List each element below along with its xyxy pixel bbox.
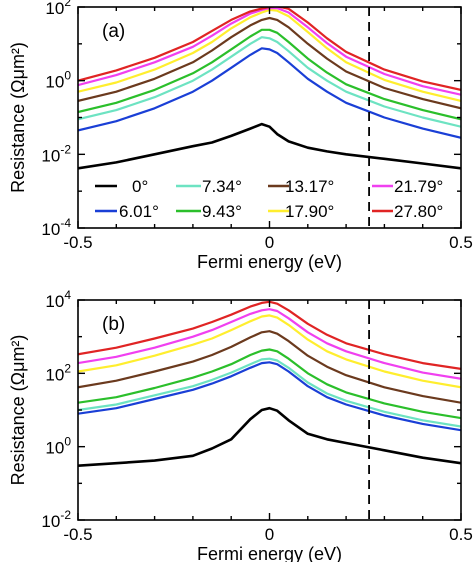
legend-label-6: 21.79° (394, 177, 443, 196)
panel-b-ytick-label-3: 104 (45, 288, 71, 311)
panel-b-panel-label: (b) (102, 314, 125, 335)
panel-a-series-line-3 (78, 28, 461, 121)
panel-a-series-line-1 (78, 47, 461, 139)
legend-label-5: 17.90° (285, 202, 334, 221)
legend: 0° 6.01° 7.34° 9.43° 13.17° 17.90° 21.79° 27.80… (95, 177, 443, 221)
panel-b-xtick-label-2: 0.5 (449, 525, 473, 544)
panel-b-ytick-label-1: 100 (45, 435, 71, 458)
panel-b-frame (77, 299, 462, 521)
panel-a-series-group (78, 7, 461, 170)
legend-label-3: 9.43° (202, 202, 242, 221)
ytick-base: 10 (45, 0, 64, 18)
ytick-base: 10 (41, 512, 60, 531)
panel-b-series-line-5 (78, 314, 461, 389)
ytick-exponent: 2 (64, 361, 71, 375)
panel-a-ytick-label-2: 100 (45, 69, 71, 92)
ytick-base: 10 (45, 73, 64, 92)
ytick-base: 10 (45, 292, 64, 311)
panel-a-x-axis-label: Fermi energy (eV) (197, 252, 342, 272)
panel-b-y-axis-label: Resistance (Ωμm²) (8, 335, 28, 486)
panel-b-series-group (78, 300, 461, 468)
panel-b-series-line-4 (78, 330, 461, 404)
legend-label-1: 6.01° (119, 202, 159, 221)
ytick-exponent: 4 (64, 288, 71, 302)
legend-label-2: 7.34° (202, 177, 242, 196)
panel-a-ytick-label-1: 10-2 (41, 142, 71, 165)
panel-b-series-line-1 (78, 361, 461, 432)
ytick-exponent: 0 (64, 435, 71, 449)
panel-b-series-line-2 (78, 357, 461, 428)
legend-label-4: 13.17° (285, 177, 334, 196)
ytick-exponent: -4 (60, 216, 71, 230)
panel-a-series-line-7 (78, 7, 461, 92)
panel-b-xtick-label-1: 0 (265, 525, 274, 544)
ytick-base: 10 (45, 439, 64, 458)
ytick-exponent: 2 (64, 0, 71, 9)
ytick-base: 10 (45, 365, 64, 384)
panel-b-xtick-label-0: -0.5 (63, 525, 92, 544)
legend-label-0: 0° (132, 177, 148, 196)
panel-a-xtick-label-0: -0.5 (63, 233, 92, 252)
panel-a-series-line-0 (78, 122, 461, 170)
panel-b-series-line-0 (78, 406, 461, 468)
ytick-exponent: 0 (64, 69, 71, 83)
panel-b-ytick-label-0: 10-2 (41, 508, 71, 531)
panel-a-ytick-label-0: 10-4 (41, 216, 71, 239)
panel-b-series-line-6 (78, 308, 461, 380)
panel-a-panel-label: (a) (102, 21, 125, 42)
ytick-exponent: -2 (60, 142, 71, 156)
panel-a-y-axis-label: Resistance (Ωμm²) (8, 42, 28, 193)
panel-a-xtick-label-1: 0 (265, 233, 274, 252)
panel-b-x-axis-label: Fermi energy (eV) (197, 544, 342, 562)
panel-a-series-line-5 (78, 8, 461, 103)
panel-a-xtick-label-2: 0.5 (449, 233, 473, 252)
ytick-base: 10 (41, 146, 60, 165)
panel-a-series-line-4 (78, 16, 461, 110)
panel-b-series-line-3 (78, 348, 461, 420)
panel-a-series-line-6 (78, 7, 461, 96)
ytick-base: 10 (41, 220, 60, 239)
panel-a-ytick-label-3: 102 (45, 0, 71, 18)
panel-a-series-line-2 (78, 36, 461, 128)
ytick-exponent: -2 (60, 508, 71, 522)
legend-label-7: 27.80° (394, 202, 443, 221)
panel-b-ytick-label-2: 102 (45, 361, 71, 384)
